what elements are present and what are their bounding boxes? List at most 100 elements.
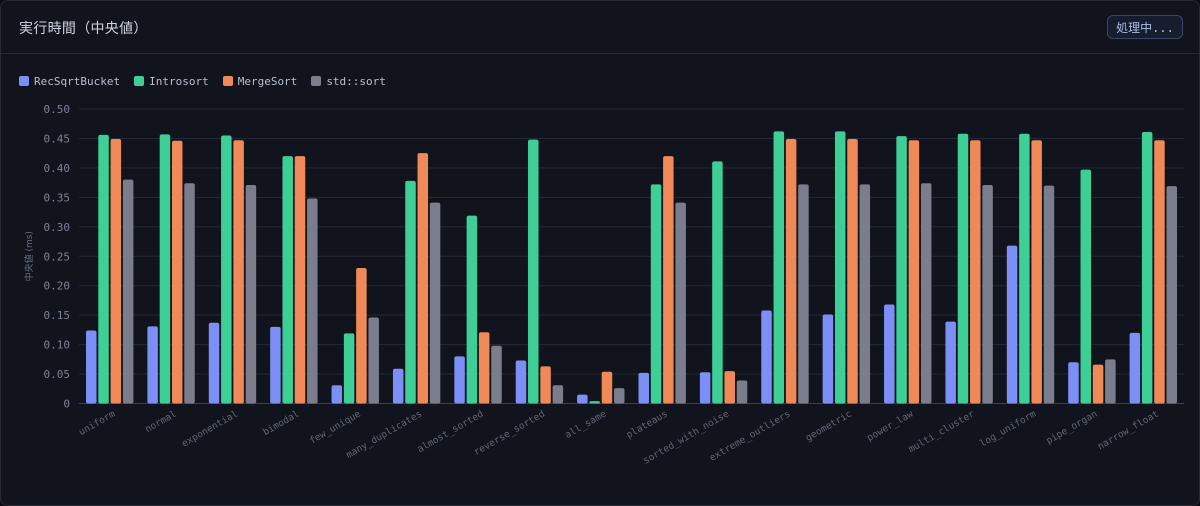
bar	[540, 366, 551, 404]
bar	[982, 184, 993, 404]
bar	[454, 356, 465, 404]
bar	[834, 131, 846, 404]
bar	[1154, 140, 1165, 404]
bar	[945, 321, 956, 404]
bar	[233, 140, 244, 404]
bar	[798, 184, 809, 404]
bar	[1166, 186, 1178, 404]
bar	[478, 332, 490, 404]
x-tick-label: uniform	[77, 408, 117, 438]
y-tick-label: 0.15	[44, 309, 71, 322]
bar	[859, 184, 871, 404]
legend-swatch	[134, 76, 145, 86]
bar	[712, 161, 723, 404]
bar	[392, 368, 404, 404]
bar	[270, 326, 281, 404]
bar	[147, 326, 158, 404]
bar	[98, 134, 109, 404]
bar	[1129, 332, 1141, 404]
y-tick-label: 0.30	[44, 221, 71, 234]
bar	[1105, 359, 1116, 404]
legend-label: Introsort	[149, 74, 209, 88]
bar	[970, 140, 981, 404]
bar	[331, 385, 343, 404]
legend-item[interactable]: Introsort	[134, 75, 209, 88]
bar	[1141, 131, 1153, 404]
bar	[577, 394, 588, 404]
legend-item[interactable]: RecSqrtBucket	[19, 75, 120, 88]
bar	[208, 322, 220, 404]
bar	[368, 317, 379, 404]
bar	[724, 371, 735, 404]
bar	[773, 131, 785, 404]
processing-button[interactable]: 処理中...	[1107, 15, 1183, 39]
bar	[294, 156, 306, 404]
bar	[785, 139, 797, 404]
bar	[307, 198, 318, 404]
bar	[908, 140, 920, 404]
x-tick-label: normal	[143, 409, 178, 436]
y-tick-label: 0.05	[44, 368, 71, 381]
bar	[847, 139, 858, 404]
bar	[429, 202, 441, 404]
x-tick-label: few_unique	[308, 408, 363, 446]
y-tick-label: 0.45	[44, 132, 71, 145]
bar-chart: 0 0.05 0.10 0.15 0.20 0.25 0.30 0.35 0.40 0.45 0.5…	[23, 103, 1184, 467]
legend-item[interactable]: MergeSort	[222, 74, 298, 88]
bar	[1068, 362, 1079, 404]
x-tick-label: log_uniform	[978, 408, 1038, 449]
bar	[282, 156, 293, 404]
legend-swatch	[19, 76, 29, 86]
bar	[884, 304, 895, 404]
bar	[761, 310, 772, 404]
bar	[343, 333, 355, 404]
bar	[1080, 169, 1092, 404]
x-tick-label: multi_cluster	[907, 408, 977, 455]
x-tick-label: exponential	[180, 409, 240, 450]
bar	[405, 180, 416, 404]
x-tick-label: bimodal	[261, 409, 301, 439]
x-tick-label: plateaus	[625, 409, 670, 441]
y-tick-label: 0.40	[44, 162, 71, 175]
legend-item[interactable]: std::sort	[311, 75, 386, 88]
x-tick-label: all_same	[563, 408, 608, 441]
y-tick-label: 0.50	[44, 103, 71, 116]
bar	[601, 371, 613, 404]
bar	[638, 372, 649, 404]
x-tick-label: pipe_organ	[1044, 409, 1099, 447]
bar	[110, 139, 122, 404]
bar	[159, 134, 171, 404]
bar	[1019, 133, 1030, 404]
bar	[1006, 245, 1018, 404]
bar	[466, 215, 478, 404]
y-tick-label: 0.25	[44, 250, 71, 263]
bar	[650, 184, 662, 404]
bar	[896, 136, 907, 404]
bar	[184, 183, 195, 404]
bar	[417, 153, 429, 404]
bar	[85, 330, 97, 404]
x-tick-label: power_law	[865, 408, 915, 443]
bar	[957, 133, 969, 404]
legend-label: RecSqrtBucket	[34, 74, 121, 88]
bar	[356, 268, 367, 404]
legend-swatch	[311, 76, 322, 86]
bar	[515, 360, 527, 404]
y-axis-title: 中央値 (ms)	[23, 231, 35, 281]
bar	[171, 140, 183, 404]
bar	[699, 372, 711, 404]
card-header: 実行時間（中央値） 処理中...	[1, 1, 1199, 54]
bar	[528, 139, 539, 404]
bar	[1092, 364, 1104, 404]
bar	[589, 401, 600, 404]
bar	[736, 380, 748, 404]
legend-label: MergeSort	[237, 74, 298, 88]
bar	[1031, 140, 1042, 404]
chart-legend: RecSqrtBucket Introsort MergeSort std::sort	[19, 73, 400, 89]
bar	[552, 385, 564, 404]
y-tick-label: 0	[63, 398, 70, 411]
bar	[614, 388, 625, 404]
y-tick-label: 0.35	[44, 191, 71, 204]
bar	[122, 179, 134, 404]
